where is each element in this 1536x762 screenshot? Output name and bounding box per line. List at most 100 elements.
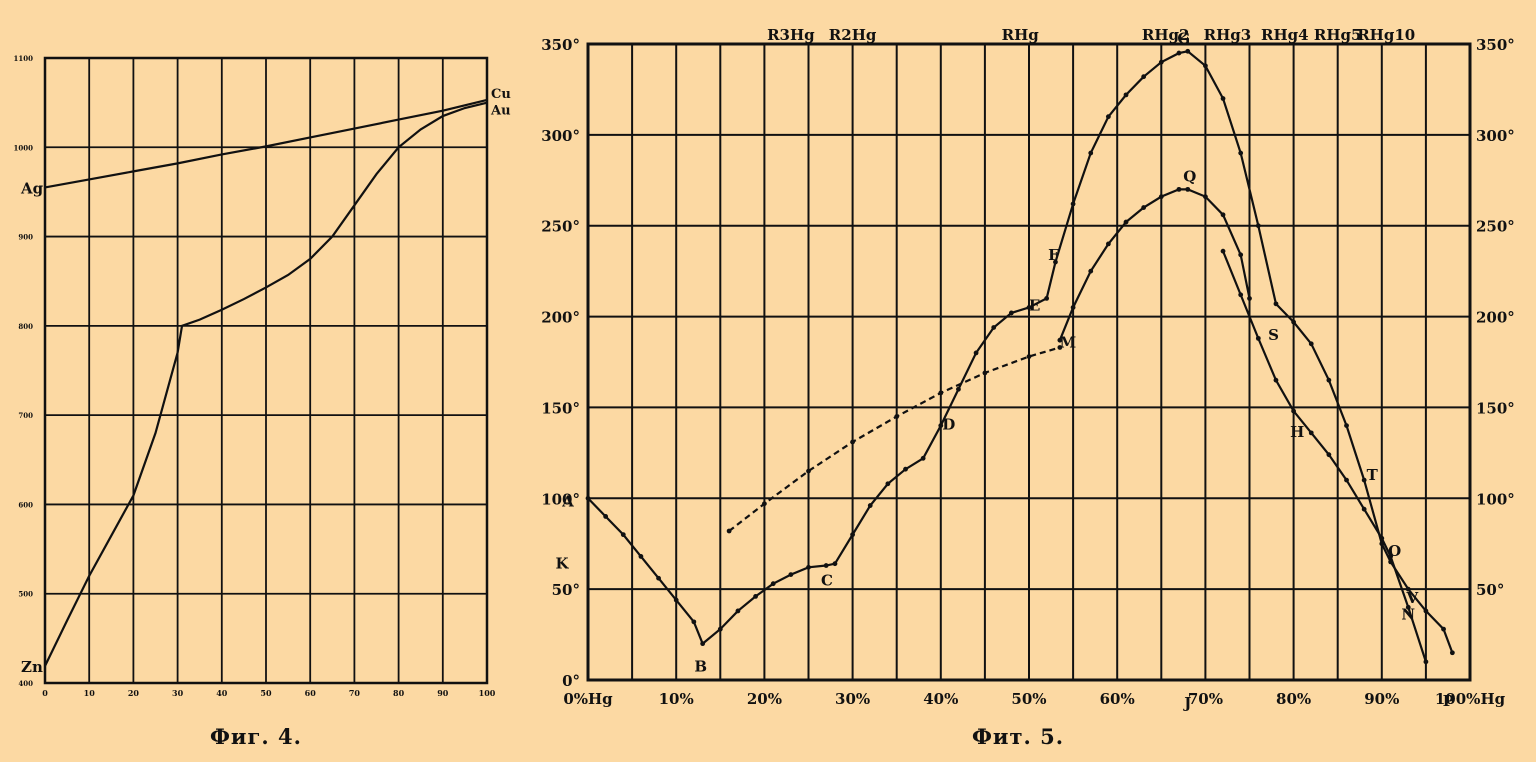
figure-5-data-point — [1185, 186, 1191, 192]
figure-5-data-point — [903, 466, 908, 472]
figure-5-data-point — [1308, 341, 1314, 347]
figure-5-compound-label: RHg10 — [1357, 26, 1415, 44]
figure-5-data-point — [1441, 626, 1446, 632]
figure-5-data-point — [1026, 354, 1032, 359]
figure-5-data-point — [1176, 50, 1182, 56]
figure-5-data-point — [1176, 186, 1182, 192]
figure-4-y-tick-label: 1000 — [14, 143, 34, 152]
figure-5-point-label: N — [1401, 605, 1415, 623]
figure-5-data-point — [1344, 477, 1349, 483]
figure-5-data-point — [850, 532, 855, 538]
figure-5-data-point — [726, 528, 732, 534]
figure-5-left-y-tick-label: 100° — [541, 490, 580, 508]
figure-5-data-point — [673, 597, 679, 603]
figure-5-compound-label: RHg — [1002, 26, 1040, 44]
figure-4-y-tick-label: 700 — [18, 411, 33, 420]
figure-5-data-point — [885, 481, 891, 487]
figure-5-series-line — [587, 50, 1454, 654]
figure-5-data-point — [1057, 337, 1063, 343]
figure-5-data-point — [1423, 608, 1429, 614]
figure-4-x-tick-label: 0 — [42, 688, 48, 698]
figure-5-point-label: D — [942, 416, 955, 434]
figure-5-data-point — [1053, 259, 1058, 265]
figure-5-compound-label: R3Hg — [767, 26, 815, 44]
figure-5-left-y-tick-label: 200° — [541, 309, 580, 327]
figure-5-right-y-tick-label: 250° — [1476, 218, 1515, 236]
figure-5-right-y-tick-label: 350° — [1476, 36, 1515, 54]
figure-5-point-label: Q — [1183, 167, 1196, 185]
figure-4-y-tick-label: 600 — [18, 500, 33, 509]
figure-4-y-tick-label: 900 — [18, 233, 33, 242]
figure-5-data-point — [956, 386, 961, 392]
figure-5-data-point — [938, 390, 944, 396]
figure-5-data-point — [1158, 59, 1164, 65]
figure-5-data-point — [832, 561, 838, 567]
figure-5-data-point — [1026, 305, 1032, 310]
figure-5-data-point — [1185, 48, 1191, 54]
figure-5-left-y-tick-label: 50° — [552, 581, 580, 599]
figure-5-data-point — [1105, 241, 1111, 247]
figure-5-x-tick-label: 40% — [923, 690, 958, 708]
figure-5-data-point — [1044, 296, 1050, 301]
figure-4-x-tick-label: 100 — [479, 688, 496, 698]
figure-5-data-point — [1273, 377, 1279, 383]
figure-5-x-tick-label: 90% — [1364, 690, 1399, 708]
figure-5-data-point — [1123, 92, 1129, 98]
figure-5-chart: 0° 50° 100° 150° 200° 250° 300° 350° 50° 100° 150°… — [541, 26, 1515, 712]
figure-5-x-tick-label: 50% — [1011, 690, 1046, 708]
figure-5-left-y-tick-label: 0° — [562, 672, 580, 690]
figure-5-data-point — [1203, 63, 1208, 69]
figure-5-data-point — [1088, 150, 1094, 156]
figure-5-point-label: G — [1177, 29, 1190, 47]
figure-4-x-tick-label: 90 — [437, 688, 449, 698]
figure-5-x-tick-label: 80% — [1276, 690, 1311, 708]
figure-5-data-point — [973, 350, 979, 356]
figure-5-data-point — [823, 563, 829, 568]
figure-4-caption: Фиг. 4. — [210, 724, 302, 749]
figure-5-compound-label: RHg2 — [1142, 26, 1190, 44]
figure-5-data-point — [1388, 554, 1394, 559]
figure-5-data-point — [806, 468, 811, 474]
figure-5-data-point — [1238, 292, 1244, 298]
figure-5-data-point — [1203, 194, 1208, 200]
figure-4-y-tick-label: 400 — [18, 679, 33, 688]
figure-5-data-point — [717, 626, 723, 632]
figure-5-data-point — [1291, 408, 1296, 414]
figure-5-x-tick-label: 10% — [659, 690, 694, 708]
figure-5-data-point — [638, 554, 644, 559]
figure-4-x-tick-label: 20 — [128, 688, 140, 698]
figure-5-data-point — [1123, 219, 1129, 225]
figure-5-point-label: S — [1268, 326, 1279, 344]
figure-5-data-point — [1255, 223, 1261, 229]
figure-5-x-tick-label: 20% — [747, 690, 782, 708]
figure-5-data-point — [991, 325, 997, 330]
figure-5-data-point — [1449, 650, 1455, 656]
figure-5-right-y-tick-label: 100° — [1476, 490, 1515, 508]
figure-5-data-point — [806, 564, 811, 570]
figure-5-left-y-tick-label: 150° — [541, 399, 580, 417]
figure-4-x-tick-label: 70 — [349, 688, 361, 698]
figure-5-data-point — [1220, 96, 1226, 101]
figure-5-data-point — [1141, 205, 1147, 210]
figure-5-data-point — [603, 514, 609, 519]
figure-5-data-point — [1105, 114, 1111, 120]
figure-4-x-tick-label: 10 — [84, 688, 96, 698]
figure-5-data-point — [1070, 305, 1076, 310]
figure-5-right-y-tick-label: 300° — [1476, 127, 1515, 145]
figure-5-data-point — [788, 572, 794, 578]
figure-5-data-point — [850, 439, 855, 445]
figure-5-data-point — [1220, 212, 1226, 218]
figure-5-data-point — [982, 370, 988, 376]
figure-4-y-tick-label: 1100 — [14, 54, 34, 63]
figure-5-data-point — [700, 641, 706, 647]
figure-4-chart: 0 10 20 30 40 50 60 70 80 90 100 400 500 600 700 800 900… — [14, 54, 511, 698]
figure-4-y-tick-label: 500 — [18, 590, 33, 599]
figure-5-point-label: M — [1060, 333, 1077, 351]
figure-4-y-tick-label: 800 — [18, 322, 33, 331]
figure-4-series-end-label: Cu — [491, 87, 511, 102]
figure-5-data-point — [1423, 659, 1429, 665]
figure-5-data-point — [894, 414, 900, 419]
figure-5-left-y-tick-label: 350° — [541, 36, 580, 54]
figure-5-data-point — [691, 619, 697, 625]
figure-5-data-point — [1405, 604, 1411, 610]
